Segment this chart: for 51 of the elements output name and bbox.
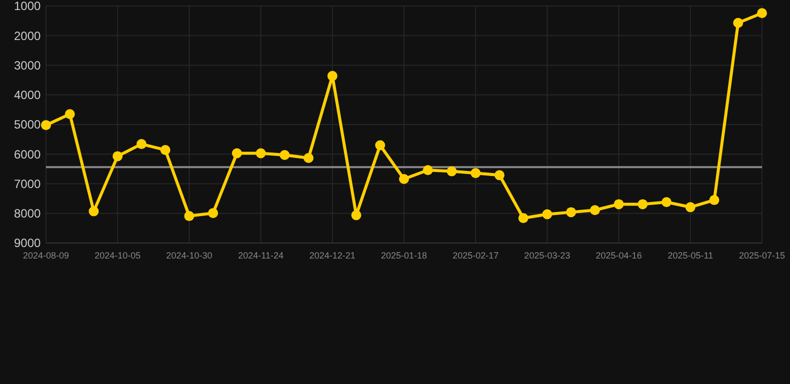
x-tick-label: 2025-05-11: [668, 250, 714, 261]
x-tick-label: 2024-11-24: [238, 250, 284, 261]
point: [446, 166, 457, 176]
point: [208, 208, 218, 218]
x-tick-label: 2025-03-23: [524, 250, 570, 261]
y-tick-label: 7000: [14, 176, 42, 191]
point: [422, 165, 433, 176]
y-tick-label: 2000: [14, 28, 42, 43]
point: [709, 195, 720, 206]
point: [232, 148, 242, 158]
point: [136, 139, 146, 150]
y-tick-label: 5000: [14, 118, 42, 132]
y-tick-label: 6000: [14, 147, 42, 162]
point: [614, 199, 624, 210]
point: [685, 202, 696, 212]
y-tick-label: 1000: [14, 0, 42, 14]
x-tick-label: 2025-07-15: [738, 250, 786, 261]
point: [327, 70, 338, 81]
y-tick-label: 9000: [14, 236, 42, 250]
point: [662, 197, 672, 208]
x-tick-label: 2025-04-16: [596, 250, 642, 261]
point: [542, 209, 552, 220]
point: [470, 168, 481, 178]
point: [351, 210, 362, 220]
point: [638, 199, 648, 210]
point: [399, 174, 409, 184]
point: [590, 205, 600, 216]
x-tick-label: 2024-08-09: [22, 250, 70, 261]
x-tick-label: 2024-10-30: [166, 250, 212, 261]
point: [733, 18, 744, 28]
point: [566, 207, 576, 218]
y-tick-label: 8000: [14, 206, 42, 221]
point: [184, 211, 194, 222]
point: [41, 120, 51, 130]
point: [304, 152, 314, 163]
x-tick-label: 2025-02-17: [452, 250, 499, 261]
y-tick-label: 3000: [14, 58, 42, 72]
point: [160, 144, 170, 155]
x-tick-label: 2024-12-21: [309, 250, 356, 261]
point: [518, 213, 528, 224]
point: [256, 148, 266, 158]
x-tick-label: 2024-10-05: [94, 250, 141, 261]
point: [112, 151, 123, 162]
x-tick-label: 2025-01-18: [380, 250, 428, 261]
point: [64, 109, 75, 120]
point: [494, 170, 504, 180]
point: [757, 8, 767, 18]
point: [375, 140, 386, 150]
y-tick-label: 4000: [14, 88, 42, 102]
point: [88, 206, 99, 216]
point: [280, 150, 290, 160]
